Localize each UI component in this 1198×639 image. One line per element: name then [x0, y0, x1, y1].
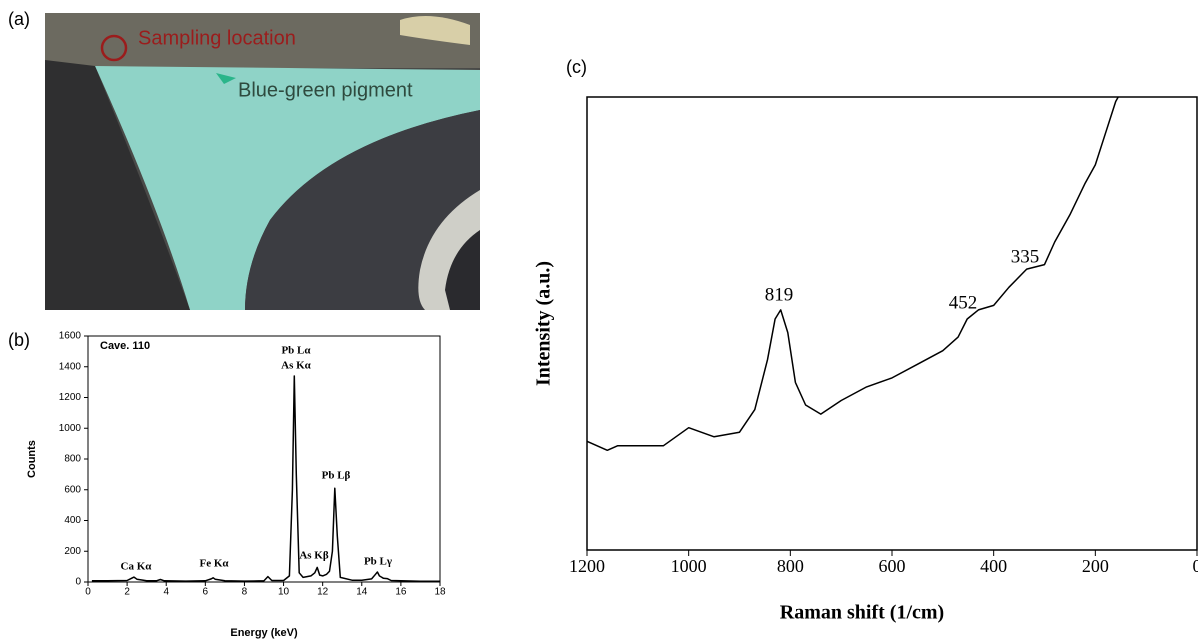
- plot-frame: [587, 97, 1197, 550]
- x-tick-label: 600: [879, 556, 906, 576]
- panel-label: (c): [566, 57, 587, 77]
- peak-annotation: As Kα: [281, 360, 312, 372]
- photo-annotation: Sampling location: [138, 27, 296, 49]
- x-tick-label: 8: [242, 587, 248, 598]
- x-tick-label: 0: [1193, 556, 1198, 576]
- x-tick-label: 800: [777, 556, 804, 576]
- y-tick-label: 600: [64, 484, 81, 495]
- x-tick-label: 18: [434, 587, 446, 598]
- y-tick-label: 800: [64, 454, 81, 465]
- panel-label: (a): [8, 9, 30, 29]
- y-tick-label: 1600: [59, 331, 82, 342]
- y-tick-label: 400: [64, 515, 81, 526]
- x-tick-label: 10: [278, 587, 290, 598]
- peak-annotation: Pb Lβ: [322, 470, 351, 482]
- y-axis-label: Intensity (a.u.): [533, 261, 555, 386]
- x-tick-label: 400: [980, 556, 1007, 576]
- y-tick-label: 1000: [59, 423, 82, 434]
- peak-label: 819: [765, 284, 794, 305]
- spectrum-line: [587, 97, 1118, 450]
- panel-label: (b): [8, 330, 30, 350]
- x-tick-label: 14: [356, 587, 368, 598]
- x-tick-label: 200: [1082, 556, 1109, 576]
- peak-annotation: Pb Lγ: [364, 556, 392, 568]
- x-tick-label: 1000: [671, 556, 707, 576]
- y-tick-label: 1200: [59, 392, 82, 403]
- x-tick-label: 2: [124, 587, 130, 598]
- x-tick-label: 6: [203, 587, 209, 598]
- peak-annotation: Pb Lα: [281, 345, 311, 357]
- x-tick-label: 0: [85, 587, 91, 598]
- y-tick-label: 200: [64, 546, 81, 557]
- y-tick-label: 1400: [59, 361, 82, 372]
- peak-label: 452: [949, 292, 978, 313]
- figure: Sampling location Blue-green pigment (a)…: [0, 0, 1198, 639]
- peak-annotation: Cave. 110: [100, 340, 150, 352]
- y-tick-label: 0: [75, 577, 81, 588]
- peak-annotation: As Kβ: [299, 550, 329, 562]
- x-tick-label: 1200: [569, 556, 605, 576]
- x-tick-label: 12: [317, 587, 329, 598]
- plot-frame: [88, 336, 440, 582]
- x-axis-label: Raman shift (1/cm): [780, 602, 944, 624]
- peak-label: 335: [1011, 246, 1040, 267]
- peak-annotation: Ca Kα: [121, 561, 153, 573]
- x-tick-label: 16: [395, 587, 407, 598]
- page: {"panel_labels": ["(a)", "(b)", "(c)"], …: [0, 0, 1198, 639]
- x-tick-label: 4: [163, 587, 169, 598]
- spectrum-line: [92, 376, 440, 581]
- photo: [45, 13, 480, 310]
- peak-annotation: Fe Kα: [199, 558, 229, 570]
- photo-annotation: Blue-green pigment: [238, 79, 413, 101]
- y-axis-label: Counts: [26, 440, 38, 478]
- x-axis-label: Energy (keV): [230, 627, 298, 639]
